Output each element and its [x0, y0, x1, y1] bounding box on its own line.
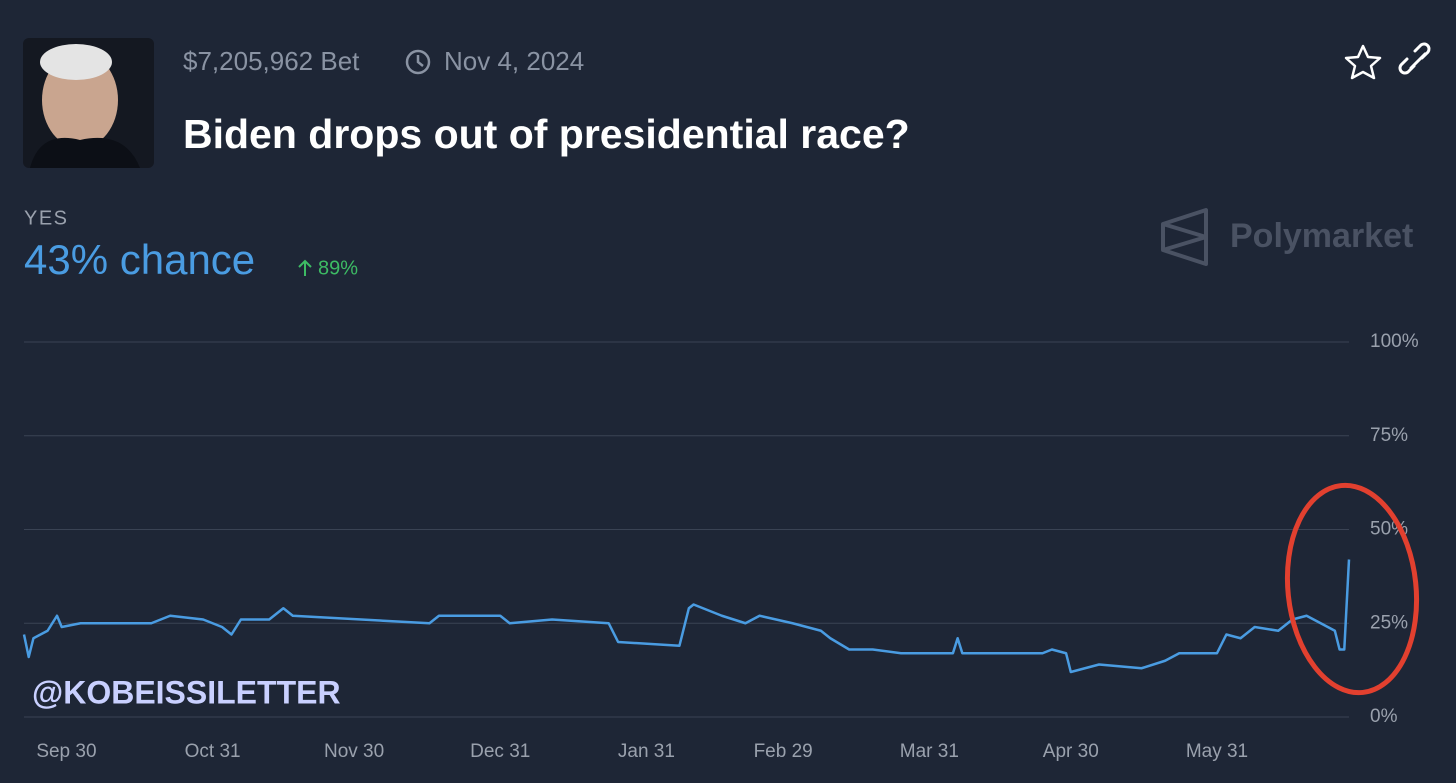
- x-tick-label: Jan 31: [618, 741, 675, 762]
- price-line: [22, 559, 1351, 674]
- y-tick-label: 75%: [1370, 425, 1408, 446]
- y-tick-label: 100%: [1370, 331, 1419, 352]
- copy-link-button[interactable]: [1398, 42, 1431, 75]
- favorite-button[interactable]: [1344, 44, 1382, 80]
- end-date: Nov 4, 2024: [444, 46, 584, 76]
- highlight-circle: [1284, 482, 1420, 696]
- change: 89%: [318, 257, 358, 279]
- x-tick-label: Oct 31: [185, 741, 241, 762]
- x-tick-label: Sep 30: [36, 741, 96, 762]
- market-title: Biden drops out of presidential race?: [183, 111, 910, 157]
- x-tick-label: Nov 30: [324, 741, 384, 762]
- outcome-label: YES: [24, 207, 69, 229]
- x-tick-label: Mar 31: [900, 741, 959, 762]
- volume: $7,205,962 Bet: [183, 46, 360, 76]
- brand-logo: [1161, 208, 1208, 266]
- x-tick-label: Dec 31: [470, 741, 530, 762]
- x-tick-label: Apr 30: [1043, 741, 1099, 762]
- y-tick-label: 0%: [1370, 706, 1398, 727]
- plot: 0%25%50%75%100%Sep 30 Oct 31 Nov 30 Dec 31 J…: [22, 331, 1419, 762]
- up-arrow: [298, 259, 312, 276]
- x-tick-label: Feb 29: [754, 741, 813, 762]
- chance: 43% chance: [24, 236, 255, 283]
- avatar: [23, 38, 154, 168]
- x-tick-label: May 31: [1186, 741, 1248, 762]
- clock-icon: [405, 49, 431, 75]
- y-tick-label: 25%: [1370, 612, 1408, 633]
- watermark: @KOBEISSILETTER: [32, 674, 341, 710]
- brand-name: Polymarket: [1230, 217, 1413, 255]
